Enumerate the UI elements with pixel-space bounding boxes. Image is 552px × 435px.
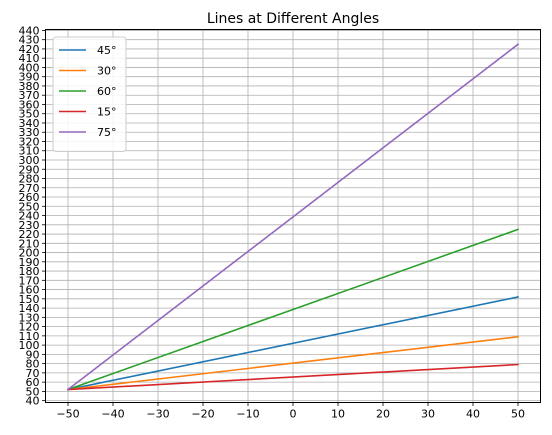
y-tick-label: 120 — [19, 321, 40, 334]
axes: −50 −40 −30 −20 −10 0 10 20 30 40 5040506070809010… — [19, 24, 526, 420]
y-tick-label: 210 — [19, 237, 40, 250]
x-tick-label: 0 — [290, 408, 297, 421]
y-tick-label: 220 — [19, 228, 40, 241]
y-tick-label: 170 — [19, 274, 40, 287]
x-tick-label: −40 — [101, 408, 124, 421]
y-tick-label: 200 — [19, 247, 40, 260]
x-tick-label: −50 — [56, 408, 79, 421]
y-tick-label: 330 — [19, 126, 40, 139]
plot-lines — [66, 43, 520, 391]
y-tick-label: 90 — [26, 348, 40, 361]
series-line-5 — [66, 43, 520, 391]
y-tick-label: 260 — [19, 191, 40, 204]
y-tick-label: 440 — [19, 24, 40, 37]
x-tick-label: −30 — [146, 408, 169, 421]
y-tick-label: 270 — [19, 182, 40, 195]
y-tick-label: 400 — [19, 61, 40, 74]
y-tick-label: 230 — [19, 219, 40, 232]
series-line-3 — [66, 228, 520, 391]
x-tick-label: −10 — [236, 408, 259, 421]
y-tick-label: 190 — [19, 256, 40, 269]
y-tick-label: 410 — [19, 52, 40, 65]
y-tick-label: 280 — [19, 173, 40, 186]
y-tick-label: 160 — [19, 284, 40, 297]
y-tick-label: 350 — [19, 108, 40, 121]
series-line-1 — [67, 296, 519, 391]
y-tick-label: 390 — [19, 71, 40, 84]
y-tick-label: 360 — [19, 98, 40, 111]
y-tick-label: 380 — [19, 80, 40, 93]
y-tick-label: 300 — [19, 154, 40, 167]
y-tick-label: 70 — [26, 367, 40, 380]
y-tick-label: 110 — [19, 330, 40, 343]
legend: 45° 30° 60° 15° 75° — [52, 36, 127, 152]
y-tick-label: 60 — [26, 376, 40, 389]
x-tick-label: 40 — [466, 408, 480, 421]
y-tick-label: 130 — [19, 311, 40, 324]
y-tick-label: 50 — [26, 385, 40, 398]
series-line-2 — [67, 335, 519, 391]
legend-label: 45° — [97, 44, 117, 57]
y-tick-label: 430 — [19, 34, 40, 47]
x-tick-label: 20 — [376, 408, 390, 421]
legend-label: 30° — [97, 65, 117, 78]
series-line-4 — [67, 363, 519, 391]
y-tick-label: 370 — [19, 89, 40, 102]
legend-label: 15° — [97, 106, 117, 119]
y-tick-label: 290 — [19, 163, 40, 176]
x-tick-label: −20 — [191, 408, 214, 421]
y-tick-label: 150 — [19, 293, 40, 306]
y-tick-label: 250 — [19, 200, 40, 213]
y-tick-label: 240 — [19, 210, 40, 223]
grid — [45, 29, 541, 403]
y-tick-label: 140 — [19, 302, 40, 315]
y-tick-label: 310 — [19, 145, 40, 158]
y-tick-label: 180 — [19, 265, 40, 278]
x-tick-label: 30 — [421, 408, 435, 421]
y-tick-label: 420 — [19, 43, 40, 56]
y-tick-label: 340 — [19, 117, 40, 130]
legend-label: 75° — [97, 126, 117, 139]
legend-box — [52, 36, 127, 152]
y-tick-label: 80 — [26, 358, 40, 371]
x-tick-label: 50 — [511, 408, 525, 421]
legend-label: 60° — [97, 85, 117, 98]
y-tick-label: 320 — [19, 135, 40, 148]
x-tick-label: 10 — [331, 408, 345, 421]
chart-title: Lines at Different Angles — [207, 11, 379, 27]
y-tick-label: 100 — [19, 339, 40, 352]
y-tick-label: 40 — [26, 395, 40, 408]
